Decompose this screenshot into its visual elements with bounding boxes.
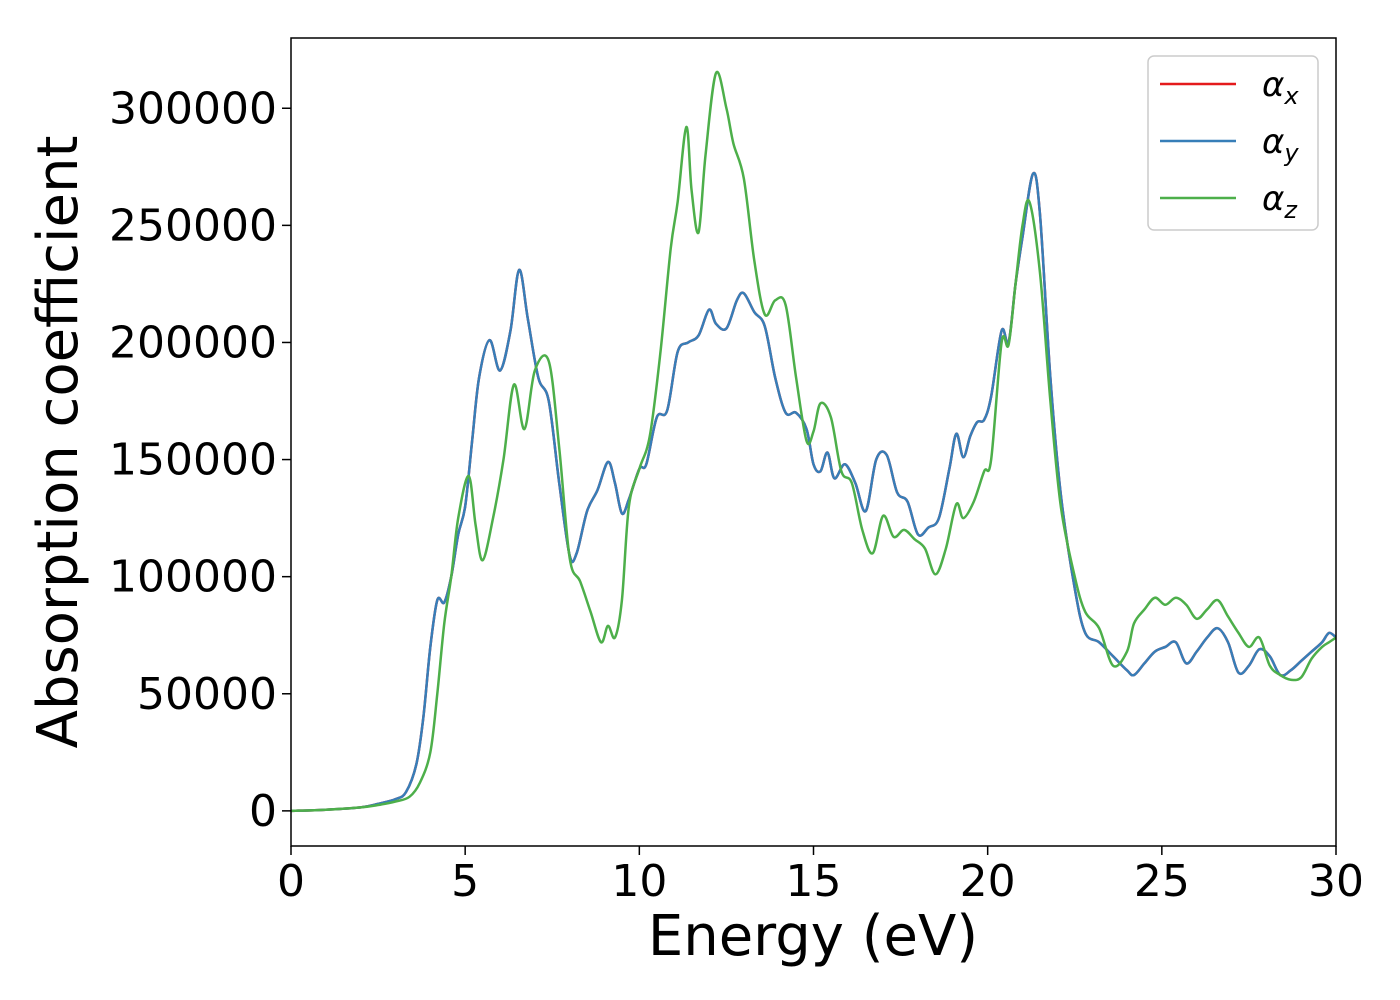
x-axis: 0 5 10 15 20 25 30 — [277, 846, 1364, 907]
y-axis: 0 50000 100000 150000 200000 250000 300000 — [109, 83, 291, 837]
legend: αx αy αz — [1147, 55, 1319, 231]
series-line-alpha-z — [291, 70, 1336, 813]
x-axis-label: Energy (eV) — [648, 904, 978, 969]
y-tick-label: 300000 — [109, 83, 277, 134]
x-tick-label: 10 — [611, 856, 667, 907]
x-tick-label: 15 — [786, 856, 842, 907]
x-tick-label: 5 — [451, 856, 479, 907]
legend-label-alpha-x: αx — [1262, 65, 1299, 110]
series-line-alpha-x — [291, 171, 1336, 813]
legend-label-alpha-y: αy — [1262, 122, 1299, 167]
x-tick-label: 20 — [960, 856, 1016, 907]
y-tick-label: 0 — [249, 786, 277, 837]
legend-box — [1147, 55, 1319, 231]
y-tick-label: 200000 — [109, 317, 277, 368]
y-tick-label: 150000 — [109, 435, 277, 486]
x-tick-label: 0 — [277, 856, 305, 907]
y-axis-label: Absorption coefficient — [26, 136, 91, 749]
y-tick-label: 100000 — [109, 552, 277, 603]
x-tick-label: 25 — [1134, 856, 1190, 907]
y-tick-label: 250000 — [109, 200, 277, 251]
y-tick-label: 50000 — [137, 669, 277, 720]
x-tick-label: 30 — [1308, 856, 1364, 907]
series-layer — [291, 70, 1336, 813]
series-line-alpha-y — [291, 171, 1336, 813]
legend-label-alpha-z: αz — [1262, 179, 1298, 224]
